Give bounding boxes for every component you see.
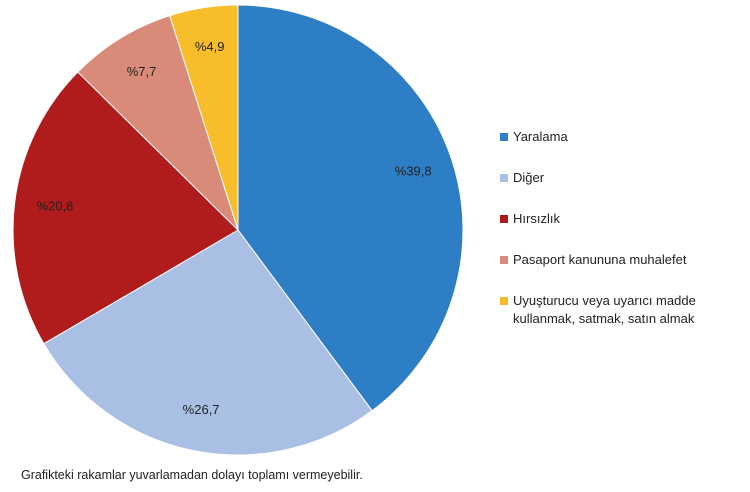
legend-swatch (500, 297, 508, 305)
data-label: %7,7 (127, 64, 157, 79)
legend-swatch (500, 215, 508, 223)
data-label: %26,7 (183, 402, 220, 417)
pie-slice (12, 71, 239, 345)
data-label: %39,8 (395, 164, 432, 179)
legend-label: Diğer (513, 170, 545, 185)
legend-swatch (500, 133, 508, 141)
pie-slice (43, 229, 373, 456)
legend-item: Yaralama (500, 128, 745, 146)
legend-item: Diğer (500, 169, 745, 187)
pie-slice (237, 4, 464, 412)
legend-label: Hırsızlık (513, 211, 560, 226)
pie-slice (169, 4, 239, 231)
legend-label: Uyuşturucu veya uyarıcı madde kullanmak,… (513, 293, 696, 326)
legend-item: Pasaport kanununa muhalefet (500, 251, 745, 269)
legend-label: Yaralama (513, 129, 568, 144)
data-label: %20,8 (36, 199, 73, 214)
legend-item: Uyuşturucu veya uyarıcı madde kullanmak,… (500, 292, 745, 328)
data-label: %4,9 (195, 39, 225, 54)
legend-item: Hırsızlık (500, 210, 745, 228)
pie-slice (77, 14, 239, 231)
legend-swatch (500, 256, 508, 264)
legend-label: Pasaport kanununa muhalefet (513, 252, 687, 267)
legend: Yaralama Diğer Hırsızlık Pasaport kanununa … (500, 128, 745, 351)
footnote: Grafikteki rakamlar yuvarlamadan dolayı … (21, 468, 363, 482)
legend-swatch (500, 174, 508, 182)
